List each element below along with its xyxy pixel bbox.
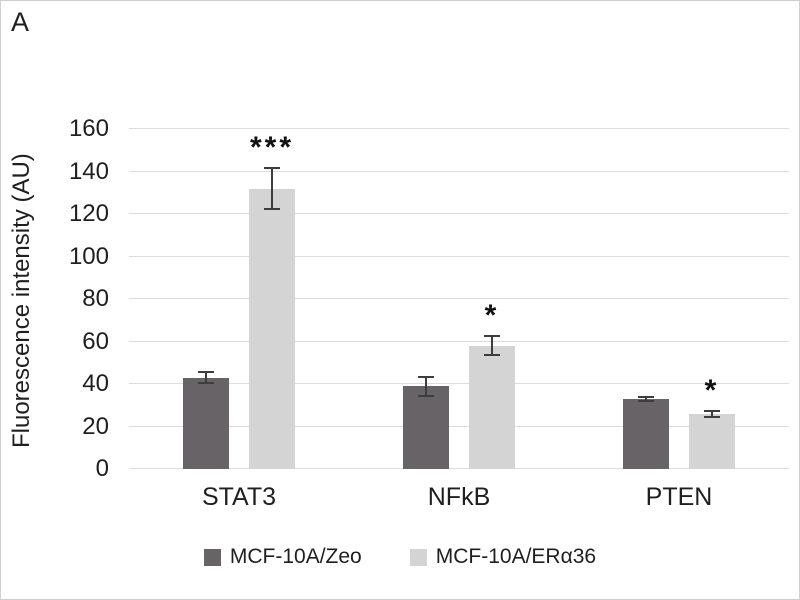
y-tick-label: 80 <box>82 285 109 312</box>
bar-slot <box>623 129 669 469</box>
y-tick-label: 100 <box>68 242 109 270</box>
gridline <box>129 383 789 384</box>
error-cap-top <box>198 371 214 374</box>
bar-slot <box>403 129 449 469</box>
gridline <box>129 213 789 214</box>
gridline <box>129 340 789 342</box>
error-bar <box>638 395 654 403</box>
bar-groups: *** * * <box>129 129 789 469</box>
bar <box>249 188 295 469</box>
y-tick-label: 20 <box>82 412 109 440</box>
y-tick-label: 0 <box>95 455 109 482</box>
legend-item: MCF-10A/ERα36 <box>409 545 597 569</box>
significance-label: * <box>704 373 720 407</box>
error-bar <box>264 167 280 210</box>
x-tick-label: NFkB <box>427 483 491 511</box>
gridline <box>129 255 789 257</box>
bar <box>689 413 735 469</box>
error-line <box>271 167 273 210</box>
x-tick-label: STAT3 <box>201 483 277 511</box>
y-tick-label: 40 <box>82 370 109 397</box>
error-cap-top <box>638 395 654 398</box>
y-axis-title: Fluorescence intensity (AU) <box>8 153 35 449</box>
bar <box>183 377 229 469</box>
error-line <box>645 395 647 403</box>
x-tick-label: PTEN <box>645 483 713 511</box>
y-tick-label: 60 <box>82 327 109 355</box>
error-cap-top <box>418 375 434 378</box>
bar <box>403 386 449 469</box>
bar-slot: * <box>689 129 735 469</box>
bar <box>623 398 669 469</box>
error-cap-bottom <box>704 416 720 418</box>
legend-swatch <box>409 548 427 566</box>
error-cap-bottom <box>484 354 500 357</box>
bar <box>469 345 515 469</box>
error-cap-top <box>484 335 500 338</box>
gridline <box>129 468 789 469</box>
error-cap-bottom <box>418 394 434 397</box>
category-group: * <box>349 129 569 469</box>
legend-item: MCF-10A/Zeo <box>203 545 362 569</box>
y-tick-label: 120 <box>68 200 109 227</box>
x-axis-labels: STAT3 NFkB PTEN <box>129 483 789 512</box>
error-line <box>711 409 713 418</box>
error-cap-top <box>704 409 720 412</box>
gridline <box>129 298 789 299</box>
error-cap-bottom <box>638 400 654 403</box>
gridline <box>129 128 789 129</box>
y-tick-label: 140 <box>68 157 109 185</box>
panel-label: A <box>11 7 30 37</box>
error-line <box>205 371 207 384</box>
bar-slot: *** <box>249 129 295 469</box>
bar-slot: * <box>469 129 515 469</box>
legend-label: MCF-10A/ERα36 <box>435 545 597 568</box>
error-bar <box>484 335 500 357</box>
y-axis-ticks: 0 20 40 60 80 100 120 140 160 <box>39 115 123 482</box>
error-cap-bottom <box>198 382 214 384</box>
significance-label: * <box>484 299 500 333</box>
legend-label: MCF-10A/Zeo <box>229 545 362 568</box>
gridline <box>129 425 789 427</box>
legend: MCF-10A/Zeo MCF-10A/ERα36 <box>1 545 799 569</box>
error-cap-bottom <box>264 207 280 210</box>
error-cap-top <box>264 167 280 170</box>
error-bar <box>704 409 720 418</box>
gridline <box>129 170 789 172</box>
category-group: *** <box>129 129 349 469</box>
error-bar <box>418 375 434 397</box>
error-line <box>425 375 427 397</box>
plot-area: *** * * <box>129 128 789 469</box>
legend-swatch <box>203 548 221 566</box>
bar-slot <box>183 129 229 469</box>
error-line <box>491 335 493 357</box>
category-group: * <box>569 129 789 469</box>
y-tick-label: 160 <box>68 115 109 142</box>
significance-label: *** <box>249 131 295 165</box>
error-bar <box>198 371 214 384</box>
